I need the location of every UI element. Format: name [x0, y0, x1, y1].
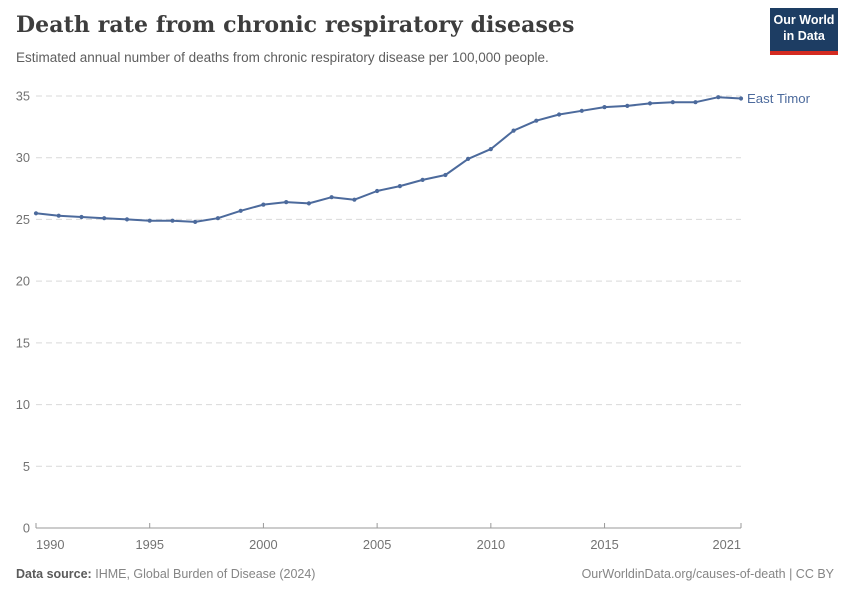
data-point-2016[interactable]: [625, 103, 630, 108]
x-tick-label: 1995: [135, 537, 163, 552]
data-point-2015[interactable]: [602, 105, 607, 110]
data-point-2017[interactable]: [647, 101, 653, 106]
chart-footer: Data source: IHME, Global Burden of Dise…: [16, 567, 834, 581]
data-point-2009[interactable]: [466, 156, 471, 161]
owid-logo-stripe: [770, 51, 838, 55]
data-point-1996[interactable]: [170, 218, 175, 223]
y-tick-label: 20: [16, 274, 30, 289]
x-tick-label: 2021: [713, 537, 741, 552]
data-point-1991[interactable]: [56, 213, 61, 218]
data-point-2014[interactable]: [579, 108, 584, 113]
y-tick-label: 30: [16, 150, 30, 165]
y-tick-label: 25: [16, 212, 30, 227]
y-tick-label: 5: [23, 459, 30, 474]
data-point-1999[interactable]: [238, 208, 243, 213]
data-point-2007[interactable]: [420, 177, 425, 182]
data-point-1993[interactable]: [102, 216, 107, 221]
owid-logo-line1: Our World: [773, 13, 835, 27]
data-point-1994[interactable]: [124, 217, 130, 222]
trend-line-east-timor[interactable]: [35, 96, 742, 223]
data-point-2021[interactable]: [738, 96, 744, 101]
x-tick-label: 2000: [249, 537, 277, 552]
data-point-1995[interactable]: [147, 218, 152, 223]
data-point-2006[interactable]: [397, 184, 402, 189]
data-point-1998[interactable]: [215, 216, 220, 221]
x-tick-label: 1990: [36, 537, 64, 552]
page-title: Death rate from chronic respiratory dise…: [16, 12, 575, 38]
data-point-2019[interactable]: [693, 100, 698, 105]
data-point-1992[interactable]: [79, 214, 84, 220]
chart-subtitle: Estimated annual number of deaths from c…: [16, 50, 549, 65]
credit-link[interactable]: OurWorldinData.org/causes-of-death | CC …: [581, 567, 834, 581]
data-point-2018[interactable]: [670, 100, 675, 105]
data-point-2013[interactable]: [557, 112, 562, 117]
data-point-2002[interactable]: [306, 201, 311, 206]
data-point-2012[interactable]: [534, 118, 539, 123]
data-point-2001[interactable]: [284, 200, 289, 205]
data-source: Data source: IHME, Global Burden of Dise…: [16, 567, 315, 581]
data-point-2008[interactable]: [443, 172, 448, 178]
data-point-1990[interactable]: [33, 211, 39, 216]
x-tick-label: 2005: [363, 537, 391, 552]
y-tick-label: 10: [16, 397, 30, 412]
data-point-1997[interactable]: [193, 219, 198, 224]
data-point-2010[interactable]: [488, 147, 493, 152]
entity-label[interactable]: East Timor: [747, 91, 811, 106]
owid-logo-line2: in Data: [783, 28, 825, 43]
y-tick-label: 35: [16, 89, 30, 104]
data-source-text: IHME, Global Burden of Disease (2024): [95, 567, 316, 581]
data-source-label: Data source:: [16, 567, 92, 581]
data-point-2000[interactable]: [261, 202, 266, 207]
x-tick-label: 2015: [590, 537, 618, 552]
y-tick-label: 0: [23, 521, 30, 536]
data-point-2020[interactable]: [716, 95, 721, 100]
data-point-2005[interactable]: [375, 188, 380, 194]
data-point-2004[interactable]: [352, 197, 357, 202]
x-tick-label: 2010: [477, 537, 505, 552]
y-tick-label: 15: [16, 335, 30, 350]
data-point-2011[interactable]: [511, 128, 516, 133]
owid-logo[interactable]: Our World in Data: [770, 8, 838, 55]
data-point-2003[interactable]: [329, 195, 334, 200]
